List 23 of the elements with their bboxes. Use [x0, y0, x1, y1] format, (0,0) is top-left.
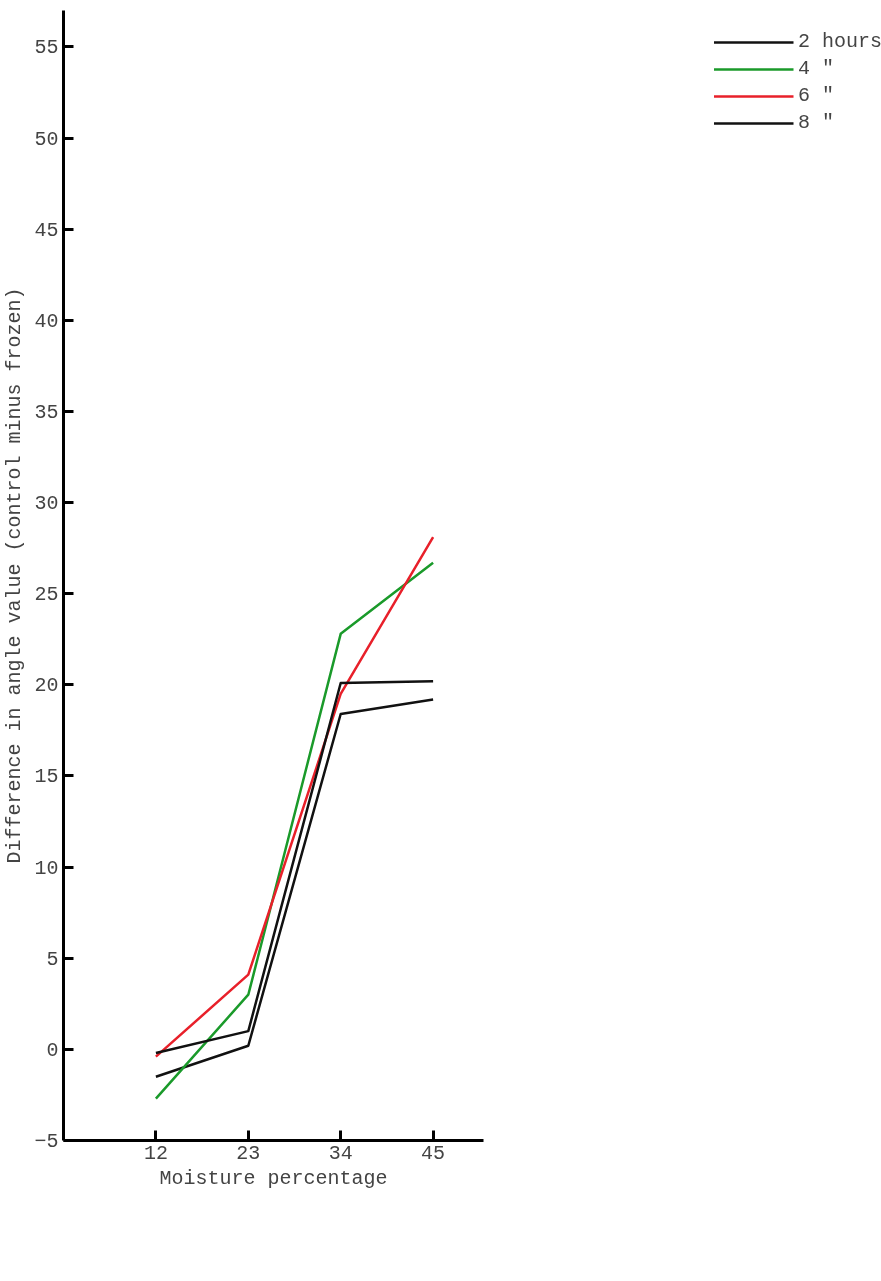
y-tick-label: 30 — [34, 492, 59, 516]
y-tick-label: 50 — [34, 127, 59, 151]
y-tick-label: 35 — [34, 400, 59, 424]
y-tick-label: 10 — [34, 856, 59, 880]
y-tick-label: −5 — [34, 1130, 59, 1153]
y-tick-label: 0 — [46, 1038, 59, 1062]
x-tick-label: 23 — [236, 1141, 261, 1165]
y-tick-label: 55 — [34, 36, 59, 60]
y-tick-label: 5 — [46, 947, 59, 971]
legend-label: 4 " — [798, 57, 835, 80]
x-tick-label: 45 — [421, 1141, 446, 1165]
y-tick-label: 40 — [34, 309, 59, 333]
y-tick-label: 25 — [34, 583, 59, 607]
y-tick-label: 45 — [34, 218, 59, 242]
legend-label: 8 " — [798, 111, 835, 134]
x-axis-title: Moisture percentage — [159, 1166, 388, 1190]
x-tick-label: 12 — [143, 1141, 168, 1165]
y-axis-title: Difference in angle value (control minus frozen) — [3, 287, 27, 864]
x-tick-label: 34 — [328, 1141, 353, 1165]
legend-label: 6 " — [798, 84, 835, 107]
y-tick-label: 20 — [34, 674, 59, 698]
y-tick-label: 15 — [34, 765, 59, 789]
legend-label: 2 hours — [798, 30, 881, 53]
